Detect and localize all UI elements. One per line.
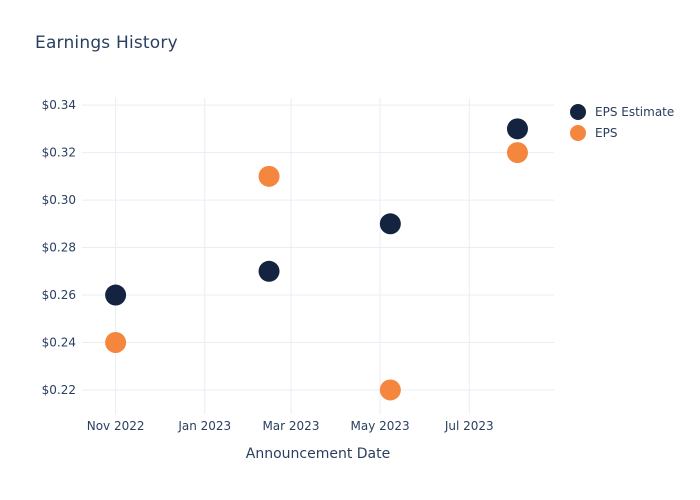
x-axis-title: Announcement Date: [245, 446, 391, 462]
legend-label-eps: EPS: [595, 126, 618, 140]
legend-label-eps-estimate: EPS Estimate: [595, 105, 675, 119]
y-tick-label: $0.22: [42, 383, 76, 397]
x-tick-label: Nov 2022: [87, 419, 145, 433]
data-point-eps[interactable]: [258, 165, 280, 187]
y-tick-label: $0.28: [42, 241, 76, 255]
data-point-eps[interactable]: [105, 331, 127, 353]
y-tick-label: $0.32: [42, 146, 76, 160]
x-tick-label: Jan 2023: [177, 419, 231, 433]
legend-item-eps-estimate[interactable]: EPS Estimate: [570, 104, 674, 120]
y-tick-label: $0.34: [42, 98, 76, 112]
y-tick-label: $0.26: [42, 288, 76, 302]
eps-marker-icon: [570, 125, 586, 141]
x-tick-label: Mar 2023: [262, 419, 319, 433]
chart-title: Earnings History: [35, 33, 178, 53]
data-point-eps-estimate[interactable]: [506, 118, 528, 140]
y-tick-label: $0.24: [42, 335, 76, 349]
x-tick-label: Jul 2023: [444, 419, 494, 433]
data-point-eps-estimate[interactable]: [258, 260, 280, 282]
legend: EPS Estimate EPS: [570, 104, 674, 141]
y-tick-label: $0.30: [42, 193, 76, 207]
data-point-eps[interactable]: [506, 142, 528, 164]
data-point-eps-estimate[interactable]: [379, 213, 401, 235]
data-point-eps-estimate[interactable]: [105, 284, 127, 306]
data-point-eps[interactable]: [379, 379, 401, 401]
legend-item-eps[interactable]: EPS: [570, 125, 674, 141]
eps-estimate-marker-icon: [570, 104, 586, 120]
x-tick-label: May 2023: [351, 419, 410, 433]
